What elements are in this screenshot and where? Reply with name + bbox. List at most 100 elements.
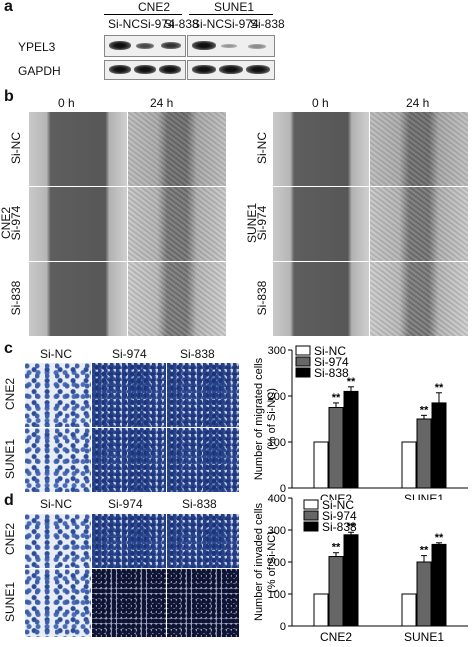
significance-marker: ** (435, 532, 444, 544)
y-tick-label: 400 (268, 493, 286, 505)
legend-label: Si-974 (322, 509, 357, 523)
scratch-image-sune1-si974-24h (369, 186, 469, 262)
scratch-image-cne2-si974-0h (28, 186, 128, 262)
band (159, 65, 181, 74)
col-label-c-si974: Si-974 (112, 347, 147, 361)
lane-label-6: Si-838 (250, 17, 285, 31)
scratch-image-cne2-sinc-0h (28, 111, 128, 187)
legend-label: Si-NC (322, 498, 354, 512)
scratch-image-cne2-sinc-24h (127, 111, 227, 187)
cell-line-label-cne2: CNE2 (0, 207, 13, 240)
time-label-0h-sune1: 0 h (312, 96, 329, 110)
panel-label-c: c (4, 340, 13, 357)
blot-ypel3-sune1 (187, 35, 275, 57)
migration-image-cne2-si974 (91, 362, 167, 428)
y-axis-label: (% of Si-NC) (266, 531, 278, 593)
bar (343, 390, 359, 489)
y-axis-label: Number of migrated cells (253, 357, 265, 480)
row-label-sune1-sinc: Si-NC (255, 132, 269, 164)
col-label-c-sinc: Si-NC (40, 347, 72, 361)
col-label-d-si838: Si-838 (182, 497, 217, 511)
row-label-c-sune1: SUNE1 (3, 439, 17, 480)
band (136, 43, 154, 49)
band (109, 41, 131, 50)
legend-swatch (295, 367, 311, 378)
x-tick-label: CNE2 (320, 630, 352, 644)
invasion-image-cne2-si974 (91, 513, 167, 569)
blot-gapdh-sune1 (187, 60, 275, 80)
migration-image-sune1-si974 (91, 427, 167, 493)
row-label-cne2-si838: Si-838 (9, 280, 23, 316)
blot-ypel3-cne2 (104, 35, 186, 57)
row-label-cne2-sinc: Si-NC (9, 132, 23, 164)
y-tick-label: 0 (280, 483, 286, 495)
scratch-image-sune1-sinc-24h (369, 111, 469, 187)
bar (328, 556, 344, 627)
bar (313, 593, 329, 627)
cell-line-label-sune1: SUNE1 (245, 203, 259, 244)
scratch-image-sune1-si838-0h (272, 261, 370, 337)
invasion-image-cne2-si838 (166, 513, 240, 569)
band (109, 65, 131, 74)
bar (401, 441, 417, 489)
bar (431, 543, 447, 627)
lane-label-2: Si-974 (140, 17, 175, 31)
y-axis-label: Number of invaded cells (253, 503, 265, 622)
bar (416, 561, 432, 627)
migration-image-sune1-sinc (24, 427, 92, 493)
scratch-image-cne2-si838-0h (28, 261, 128, 337)
group-line-cne2 (104, 14, 182, 15)
x-tick-label: CNE2 (320, 492, 352, 500)
band (221, 44, 237, 48)
scratch-image-sune1-si974-0h (272, 186, 370, 262)
lane-label-3: Si-838 (164, 17, 199, 31)
row-label-sune1-si838: Si-838 (255, 280, 269, 316)
legend-label: Si-838 (314, 366, 349, 380)
significance-marker: ** (420, 404, 429, 416)
migration-image-cne2-sinc (24, 362, 92, 428)
invasion-image-cne2-sinc (24, 513, 92, 569)
invasion-image-sune1-sinc (24, 568, 92, 638)
legend-swatch (303, 510, 319, 521)
band (134, 65, 156, 74)
invasion-image-sune1-si838 (166, 568, 240, 638)
band (161, 42, 181, 49)
scratch-image-cne2-si838-24h (127, 261, 227, 337)
panel-label-b: b (4, 88, 14, 105)
bar (401, 593, 417, 627)
legend-swatch (303, 521, 319, 532)
x-tick-label: SUNE1 (404, 492, 444, 500)
significance-marker: ** (420, 545, 429, 557)
bar (416, 418, 432, 489)
legend-label: Si-NC (314, 344, 346, 358)
band (219, 65, 243, 74)
row-label-c-cne2: CNE2 (3, 378, 17, 411)
time-label-24h-sune1: 24 h (406, 96, 430, 110)
y-tick-label: 100 (268, 589, 286, 601)
significance-marker: ** (332, 392, 341, 404)
significance-marker: ** (435, 382, 444, 394)
time-label-24h-cne2: 24 h (150, 96, 174, 110)
significance-marker: ** (332, 542, 341, 554)
y-tick-label: 200 (268, 557, 286, 569)
lane-label-1: Si-NC (108, 17, 140, 31)
legend-label: Si-838 (322, 520, 357, 534)
panel-label-d: d (4, 492, 14, 509)
scratch-image-sune1-si838-24h (369, 261, 469, 337)
group-label-sune1: SUNE1 (214, 0, 255, 14)
y-tick-label: 0 (280, 621, 286, 633)
scratch-image-sune1-sinc-0h (272, 111, 370, 187)
col-label-d-sinc: Si-NC (40, 497, 72, 511)
blot-gapdh-cne2 (104, 60, 186, 80)
band (248, 44, 266, 49)
band (246, 65, 270, 74)
bar (343, 534, 359, 627)
band (192, 65, 216, 74)
migration-image-sune1-si838 (166, 427, 240, 493)
migration-image-cne2-si838 (166, 362, 240, 428)
legend-swatch (295, 356, 311, 367)
x-tick-label: SUNE1 (404, 630, 444, 644)
group-line-sune1 (189, 14, 273, 15)
